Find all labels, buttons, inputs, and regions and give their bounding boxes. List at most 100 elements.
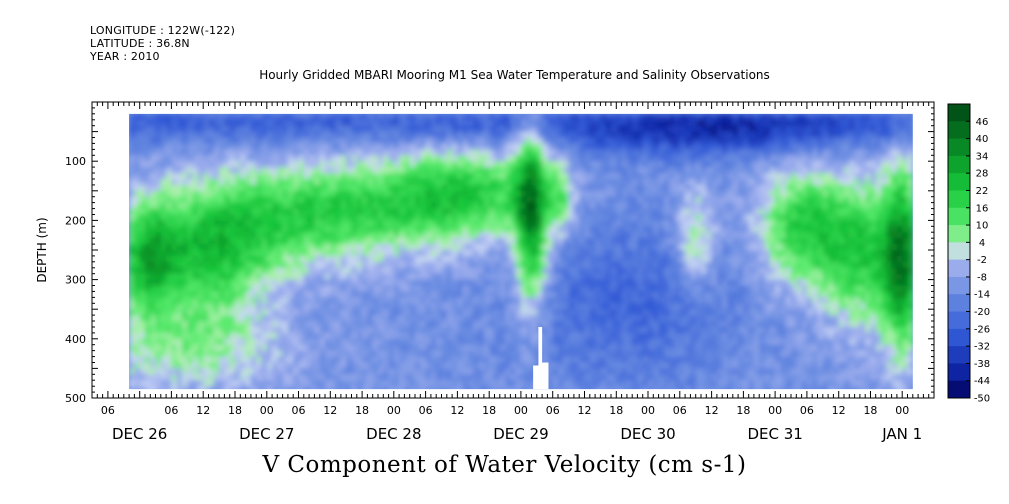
heatmap-cell [335, 309, 342, 316]
heatmap-cell [340, 368, 347, 375]
heatmap-cell [616, 261, 623, 269]
heatmap-cell [642, 321, 649, 328]
heatmap-cell [155, 190, 162, 198]
heatmap-cell [234, 267, 241, 275]
heatmap-cell [558, 173, 564, 180]
heatmap-cell [335, 362, 342, 369]
heatmap-cell [208, 267, 215, 275]
heatmap-cell [499, 184, 506, 192]
heatmap-cell [150, 250, 157, 257]
heatmap-cell [383, 338, 390, 346]
heatmap-cell [610, 178, 617, 186]
heatmap-cell [404, 267, 411, 275]
heatmap-cell [610, 214, 617, 221]
heatmap-cell [203, 214, 210, 221]
heatmap-cell [610, 279, 617, 287]
heatmap-cell [240, 315, 247, 322]
heatmap-cell [245, 250, 252, 257]
heatmap-cell [287, 214, 294, 221]
heatmap-cell [658, 279, 665, 287]
heatmap-cell [658, 261, 665, 269]
heatmap-cell [462, 386, 469, 390]
heatmap-cell [155, 238, 162, 245]
heatmap-cell [595, 137, 601, 145]
heatmap-cell [287, 208, 294, 216]
heatmap-cell [325, 184, 331, 192]
heatmap-cell [372, 303, 379, 310]
heatmap-cell [234, 285, 241, 293]
heatmap-cell [637, 332, 644, 340]
heatmap-cell [663, 326, 670, 334]
heatmap-cell [309, 332, 316, 340]
heatmap-cell [616, 167, 623, 174]
heatmap-cell [489, 267, 496, 275]
heatmap-cell [642, 261, 649, 269]
heatmap-cell [266, 184, 273, 192]
heatmap-cell [552, 119, 559, 127]
heatmap-cell [272, 214, 278, 221]
heatmap-cell [335, 196, 342, 204]
heatmap-cell [256, 220, 263, 227]
heatmap-cell [573, 261, 580, 269]
heatmap-cell [494, 137, 501, 145]
heatmap-cell [446, 374, 453, 381]
heatmap-cell [266, 285, 273, 293]
heatmap-cell [452, 279, 458, 287]
heatmap-cell [457, 184, 464, 192]
heatmap-cell [282, 214, 289, 221]
heatmap-cell [658, 315, 665, 322]
heatmap-cell [187, 250, 194, 257]
heatmap-cell [266, 113, 273, 121]
heatmap-cell [129, 297, 135, 304]
heatmap-cell [245, 214, 252, 221]
heatmap-cell [182, 244, 188, 251]
heatmap-cell [266, 196, 273, 204]
heatmap-cell [293, 238, 300, 245]
heatmap-cell [351, 184, 358, 192]
heatmap-cell [277, 178, 284, 186]
heatmap-cell [362, 125, 368, 133]
heatmap-cell [282, 155, 289, 162]
heatmap-cell [600, 202, 607, 210]
heatmap-cell [234, 338, 241, 346]
heatmap-cell [187, 332, 194, 340]
heatmap-cell [155, 291, 162, 298]
heatmap-cell [192, 119, 199, 127]
heatmap-cell [610, 125, 617, 133]
heatmap-cell [494, 321, 501, 328]
heatmap-cell [446, 173, 453, 180]
heatmap-cell [399, 196, 406, 204]
heatmap-cell [568, 137, 575, 145]
heatmap-cell [637, 238, 644, 245]
heatmap-cell [409, 131, 416, 139]
heatmap-cell [610, 137, 617, 145]
heatmap-cell [441, 226, 448, 233]
heatmap-cell [224, 238, 231, 245]
heatmap-cell [573, 137, 580, 145]
heatmap-cell [467, 220, 474, 227]
heatmap-cell [383, 196, 390, 204]
heatmap-cell [388, 273, 395, 281]
heatmap-cell [632, 362, 639, 369]
heatmap-cell [340, 232, 347, 239]
heatmap-cell [340, 315, 347, 322]
heatmap-cell [605, 125, 612, 133]
heatmap-cell [478, 338, 485, 346]
heatmap-cell [362, 119, 368, 127]
heatmap-cell [610, 244, 617, 251]
heatmap-cell [393, 196, 400, 204]
heatmap-cell [499, 332, 506, 340]
heatmap-cell [213, 226, 220, 233]
heatmap-cell [330, 202, 337, 210]
heatmap-cell [282, 368, 289, 375]
heatmap-cell [626, 344, 633, 352]
heatmap-cell [203, 315, 210, 322]
heatmap-cell [250, 173, 257, 180]
heatmap-cell [351, 374, 358, 381]
heatmap-cell [192, 226, 199, 233]
heatmap-cell [584, 232, 591, 239]
heatmap-cell [663, 196, 670, 204]
heatmap-cell [653, 202, 660, 210]
heatmap-cell [621, 344, 628, 352]
heatmap-cell [372, 321, 379, 328]
